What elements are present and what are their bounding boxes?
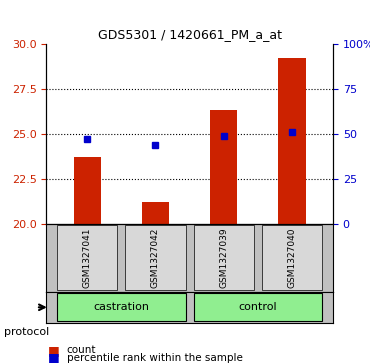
Bar: [210, 110, 238, 224]
Text: GSM1327042: GSM1327042: [151, 228, 160, 288]
Bar: [142, 202, 169, 224]
Text: control: control: [239, 302, 277, 312]
Text: GSM1327040: GSM1327040: [287, 228, 296, 288]
Text: castration: castration: [93, 302, 149, 312]
FancyBboxPatch shape: [57, 225, 117, 290]
FancyBboxPatch shape: [262, 225, 322, 290]
FancyBboxPatch shape: [194, 293, 322, 322]
Text: GSM1327041: GSM1327041: [83, 228, 92, 288]
Text: protocol: protocol: [4, 327, 49, 337]
Text: count: count: [67, 345, 96, 355]
Text: GSM1327039: GSM1327039: [219, 227, 228, 288]
FancyBboxPatch shape: [125, 225, 185, 290]
Title: GDS5301 / 1420661_PM_a_at: GDS5301 / 1420661_PM_a_at: [98, 28, 282, 41]
Bar: [278, 58, 306, 224]
Text: ■: ■: [48, 344, 60, 357]
Text: ■: ■: [48, 351, 60, 363]
Bar: [74, 157, 101, 224]
FancyBboxPatch shape: [57, 293, 185, 322]
FancyBboxPatch shape: [194, 225, 254, 290]
Text: percentile rank within the sample: percentile rank within the sample: [67, 352, 242, 363]
